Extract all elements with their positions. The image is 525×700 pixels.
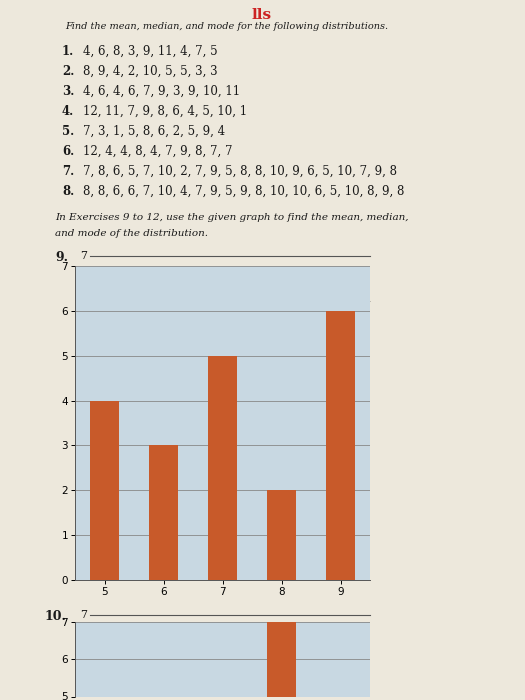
Text: 3.: 3. (62, 85, 75, 98)
Text: 12, 4, 4, 8, 4, 7, 9, 8, 7, 7: 12, 4, 4, 8, 4, 7, 9, 8, 7, 7 (83, 145, 233, 158)
Text: 9.: 9. (55, 251, 68, 264)
Bar (267, 490, 296, 580)
Text: 7.: 7. (62, 165, 74, 178)
Text: 12, 11, 7, 9, 8, 6, 4, 5, 10, 1: 12, 11, 7, 9, 8, 6, 4, 5, 10, 1 (83, 105, 247, 118)
Text: 7, 3, 1, 5, 8, 6, 2, 5, 9, 4: 7, 3, 1, 5, 8, 6, 2, 5, 9, 4 (83, 125, 225, 138)
Text: In Exercises 9 to 12, use the given graph to find the mean, median,: In Exercises 9 to 12, use the given grap… (55, 213, 408, 222)
Text: 7, 8, 6, 5, 7, 10, 2, 7, 9, 5, 8, 8, 10, 9, 6, 5, 10, 7, 9, 8: 7, 8, 6, 5, 7, 10, 2, 7, 9, 5, 8, 8, 10,… (83, 165, 397, 178)
Text: and mode of the distribution.: and mode of the distribution. (55, 229, 208, 238)
Bar (326, 311, 355, 580)
Text: 6.: 6. (62, 145, 74, 158)
Bar (149, 696, 178, 700)
Text: 4.: 4. (62, 105, 74, 118)
Bar (149, 445, 178, 580)
Text: 4, 6, 8, 3, 9, 11, 4, 7, 5: 4, 6, 8, 3, 9, 11, 4, 7, 5 (83, 45, 218, 58)
Text: lls: lls (252, 8, 272, 22)
Text: 7: 7 (80, 610, 87, 620)
Bar (208, 356, 237, 580)
Text: 8.: 8. (62, 185, 74, 198)
Text: 1.: 1. (62, 45, 74, 58)
Bar (267, 622, 296, 700)
Text: 7: 7 (80, 251, 87, 261)
Text: 2.: 2. (62, 65, 75, 78)
Text: 8, 9, 4, 2, 10, 5, 5, 3, 3: 8, 9, 4, 2, 10, 5, 5, 3, 3 (83, 65, 218, 78)
Text: 10.: 10. (45, 610, 67, 623)
Text: Find the mean, median, and mode for the following distributions.: Find the mean, median, and mode for the … (65, 22, 388, 31)
Bar (90, 400, 119, 580)
Text: 5.: 5. (62, 125, 74, 138)
Text: 4, 6, 4, 6, 7, 9, 3, 9, 10, 11: 4, 6, 4, 6, 7, 9, 3, 9, 10, 11 (83, 85, 240, 98)
Text: 8, 8, 6, 6, 7, 10, 4, 7, 9, 5, 9, 8, 10, 10, 6, 5, 10, 8, 9, 8: 8, 8, 6, 6, 7, 10, 4, 7, 9, 5, 9, 8, 10,… (83, 185, 404, 198)
